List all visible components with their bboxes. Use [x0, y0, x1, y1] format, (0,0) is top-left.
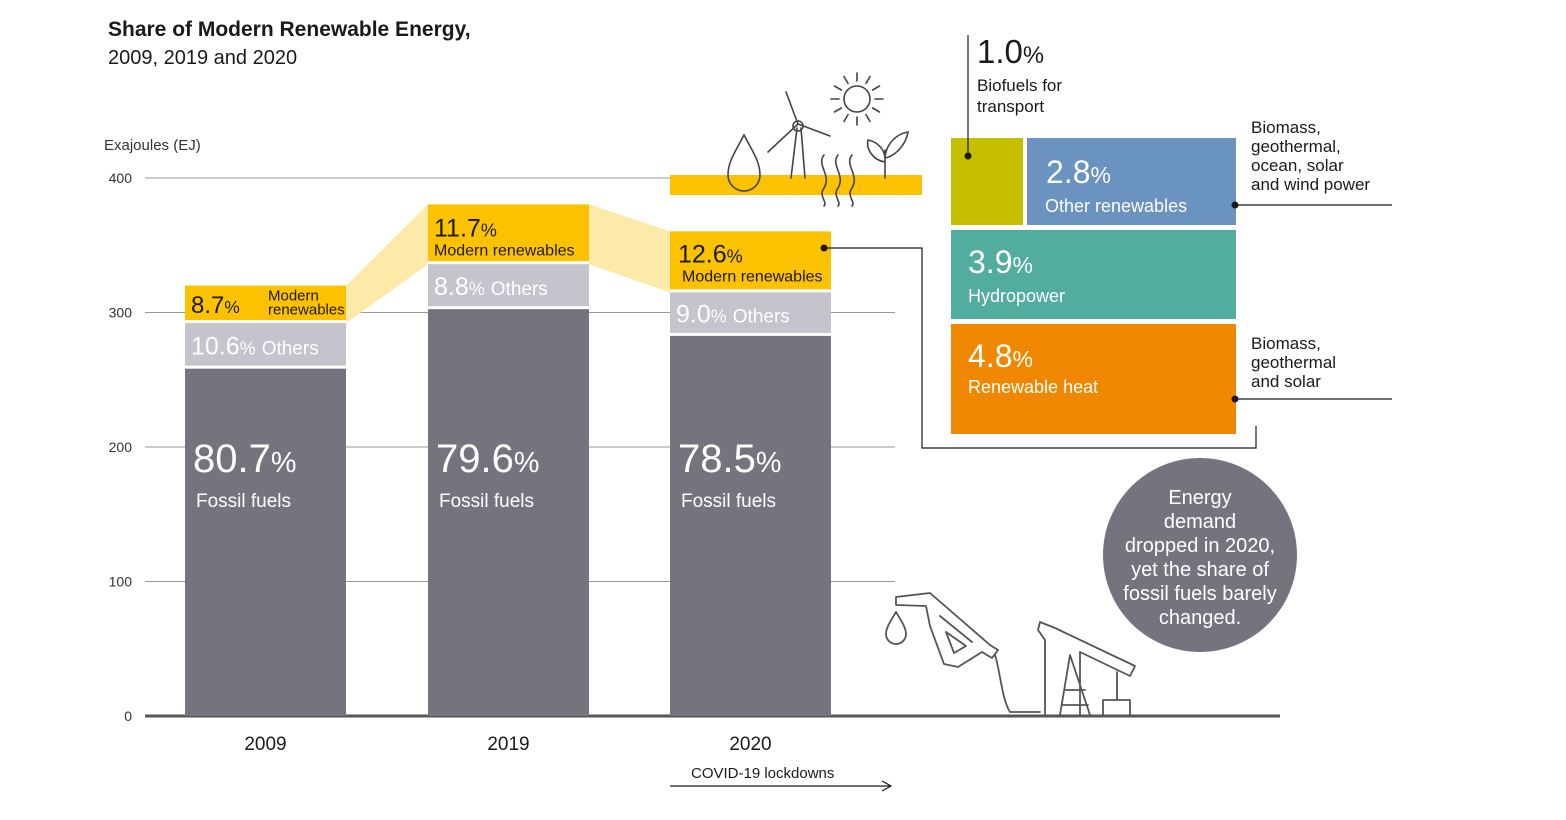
covid-label: COVID-19 lockdowns	[691, 765, 834, 782]
bar-others-2019	[428, 264, 589, 307]
heat-wave-icon	[820, 154, 828, 207]
bar-fossil-2019	[428, 309, 589, 716]
wind-turbine-icon	[792, 120, 804, 132]
modern-label: Modern renewables	[434, 242, 575, 259]
sun-icon	[865, 113, 871, 123]
leader-line	[824, 247, 1257, 449]
hydropower-share-label: 3.9%	[968, 244, 1033, 280]
note-text: Energy	[1168, 487, 1231, 509]
other-renewables-note: Biomass,	[1251, 118, 1321, 137]
plant-icon	[866, 131, 909, 179]
oil-pumpjack-icon	[1037, 621, 1136, 716]
hydropower-label: Hydropower	[968, 286, 1065, 306]
fuel-hose-icon	[994, 654, 1041, 713]
bar-others-2020	[670, 292, 831, 333]
others-share-label: 8.8% Others	[434, 273, 548, 301]
y-tick-label: 400	[109, 170, 133, 186]
others-share-label: 10.6% Others	[191, 332, 319, 360]
note-text: demand	[1164, 511, 1236, 533]
other-renewables-label: Other renewables	[1045, 196, 1187, 216]
modern-share-label: 11.7%	[434, 214, 497, 242]
x-tick-label: 2019	[487, 734, 529, 755]
bar-modern-2009	[185, 285, 346, 321]
biofuels-share-label: 1.0%	[977, 33, 1044, 70]
other-renewables-share-label: 2.8%	[1046, 154, 1111, 190]
biofuels-label: transport	[977, 97, 1044, 116]
fossil-label: Fossil fuels	[681, 491, 776, 512]
bar-others-2009	[185, 323, 346, 366]
fossil-label: Fossil fuels	[439, 491, 534, 512]
chart-subtitle: 2009, 2019 and 2020	[108, 47, 298, 69]
other-renewables-note: geothermal,	[1251, 137, 1341, 156]
y-axis-label: Exajoules (EJ)	[104, 137, 201, 154]
note-text: yet the share of	[1131, 559, 1269, 581]
fossil-share-label: 78.5%	[678, 437, 781, 481]
heat-wave-icon	[848, 154, 856, 207]
fuel-drop-icon	[885, 611, 907, 645]
bar-fossil-2009	[185, 368, 346, 716]
y-tick-label: 300	[109, 305, 133, 321]
modern-share-label: 12.6%	[678, 240, 743, 268]
ground-strip	[670, 175, 922, 195]
covid-arrow-head	[881, 780, 893, 792]
water-drop-icon	[727, 133, 761, 192]
fossil-share-label: 79.6%	[436, 437, 539, 481]
note-circle	[1103, 458, 1297, 652]
other-renewables-note: and wind power	[1251, 175, 1370, 194]
modern-label: renewables	[268, 302, 345, 319]
breakdown-biofuels	[951, 138, 1023, 225]
renewable-heat-note: and solar	[1251, 372, 1321, 391]
note-text: changed.	[1159, 607, 1241, 629]
note-text: fossil fuels barely	[1123, 583, 1276, 605]
modern-renewables-connector	[589, 204, 670, 293]
modern-renewables-connector	[346, 204, 428, 324]
leader-dot	[964, 152, 972, 160]
other-renewables-note: ocean, solar	[1251, 156, 1344, 175]
fuel-nozzle-icon	[895, 592, 999, 668]
bar-fossil-2020	[670, 335, 831, 716]
renewable-heat-note: geothermal	[1251, 353, 1336, 372]
sun-icon	[843, 85, 871, 113]
y-tick-label: 200	[109, 439, 133, 455]
wind-turbine-icon	[767, 91, 831, 179]
sun-icon	[871, 107, 881, 113]
bar-modern-2019	[428, 204, 589, 262]
y-tick-label: 0	[124, 708, 132, 724]
sun-icon	[843, 75, 849, 85]
breakdown-renewable_heat	[951, 324, 1236, 434]
y-tick-label: 100	[109, 574, 133, 590]
x-tick-label: 2020	[729, 734, 771, 755]
modern-share-label: 8.7%	[191, 292, 240, 319]
others-share-label: 9.0% Others	[676, 301, 790, 329]
sun-icon	[843, 113, 849, 123]
heat-wave-icon	[834, 154, 842, 207]
sun-icon	[833, 85, 843, 91]
sun-icon	[865, 75, 871, 85]
modern-label: Modern	[268, 288, 319, 305]
renewable-heat-label: Renewable heat	[968, 377, 1098, 397]
fossil-label: Fossil fuels	[196, 491, 291, 512]
biofuels-label: Biofuels for	[977, 76, 1062, 95]
modern-label: Modern renewables	[682, 268, 823, 285]
sun-icon	[871, 85, 881, 91]
fossil-share-label: 80.7%	[193, 437, 296, 481]
sun-icon	[833, 107, 843, 113]
note-text: dropped in 2020,	[1125, 535, 1275, 557]
chart-title: Share of Modern Renewable Energy,	[108, 18, 471, 41]
bar-modern-2020	[670, 231, 831, 290]
renewable-heat-note: Biomass,	[1251, 334, 1321, 353]
breakdown-other_renewables	[1027, 138, 1236, 225]
renewable-heat-share-label: 4.8%	[968, 338, 1033, 374]
breakdown-hydropower	[951, 230, 1236, 319]
x-tick-label: 2009	[244, 734, 286, 755]
